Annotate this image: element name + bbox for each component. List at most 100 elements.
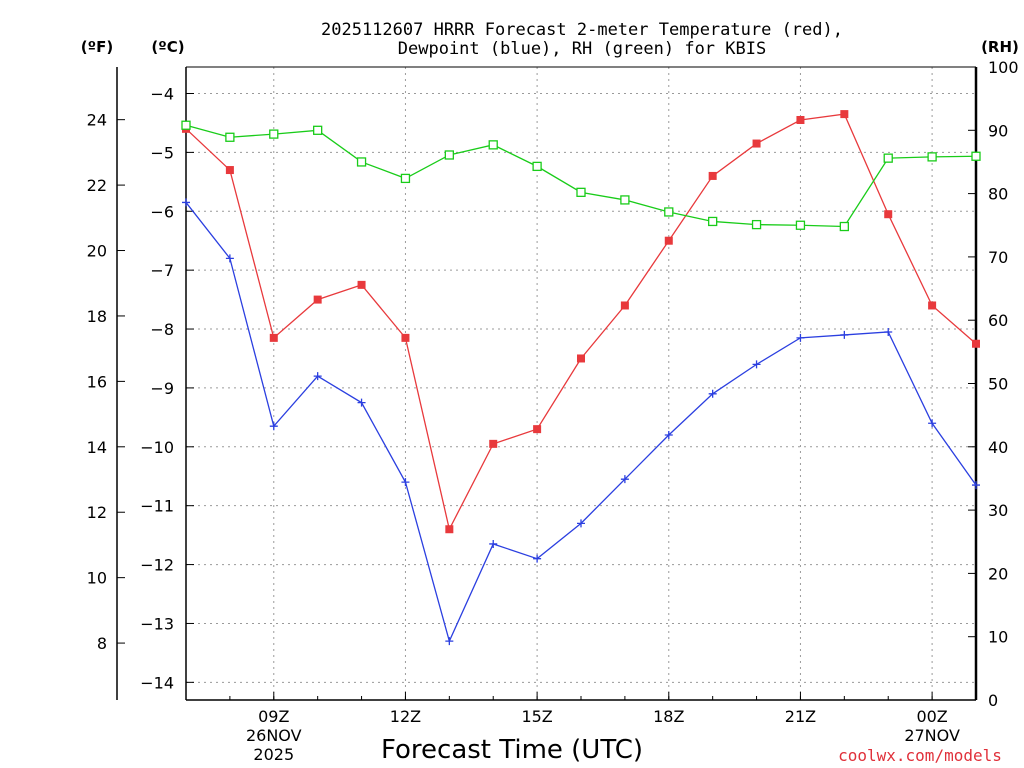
celsius-tick-label: −7 [150, 261, 174, 280]
dewpoint-point [708, 389, 717, 398]
fahrenheit-tick-label: 8 [97, 634, 107, 653]
celsius-tick-label: −10 [140, 438, 174, 457]
dewpoint-line [185, 202, 977, 644]
temperature-point [928, 301, 937, 310]
rh-tick-label: 80 [988, 185, 1008, 204]
fahrenheit-tick-label: 24 [87, 111, 107, 130]
dewpoint-point [664, 431, 673, 440]
dewpoint-point [182, 198, 190, 207]
rh-point [620, 195, 630, 205]
celsius-tick-label: −5 [150, 143, 174, 162]
x-tick-label: 09Z [258, 707, 289, 726]
rh-point [664, 207, 674, 217]
x-tick-label: 15Z [521, 707, 552, 726]
dewpoint-point [884, 327, 893, 336]
celsius-tick-label: −11 [140, 497, 174, 516]
dewpoint-point [533, 554, 542, 563]
rh-tick-label: 40 [988, 438, 1008, 457]
fahrenheit-tick-label: 14 [87, 438, 107, 457]
temperature-point [313, 295, 322, 304]
temperature-point [796, 115, 805, 124]
x-axis-label: Forecast Time (UTC) [381, 735, 643, 765]
rh-point [839, 221, 849, 232]
celsius-tick-label: −8 [150, 320, 174, 339]
dewpoint-point [752, 360, 761, 369]
temperature-point [269, 333, 278, 342]
rh-tick-label: 90 [988, 121, 1008, 140]
temperature-point [752, 139, 761, 148]
temperature-point [357, 280, 366, 289]
fahrenheit-tick-label: 18 [87, 307, 107, 326]
temperature-point [401, 333, 410, 342]
rh-point [971, 151, 981, 161]
rh-tick-label: 20 [988, 564, 1008, 583]
rh-tick-label: 30 [988, 501, 1008, 520]
rh-point [313, 125, 323, 135]
chart-title-line2: Dewpoint (blue), RH (green) for KBIS [398, 39, 766, 59]
temperature-point [884, 210, 893, 219]
temperature-point [225, 166, 234, 175]
dewpoint-point [357, 398, 366, 407]
rh-point [269, 129, 279, 139]
fahrenheit-tick-label: 10 [87, 569, 107, 588]
rh-tick-label: 100 [988, 58, 1019, 77]
x-tick-label: 21Z [785, 707, 816, 726]
grid-lines [186, 67, 976, 700]
dewpoint-point [401, 478, 410, 487]
temperature-point [972, 339, 980, 348]
dewpoint-point [796, 333, 805, 342]
dewpoint-point [225, 254, 234, 263]
celsius-tick-label: −6 [150, 202, 174, 221]
temperature-point [840, 110, 849, 119]
rh-point [181, 120, 191, 130]
dewpoint-point [928, 419, 937, 428]
fahrenheit-tick-label: 16 [87, 372, 107, 391]
rh-tick-label: 0 [988, 691, 998, 710]
axes [116, 66, 978, 701]
data-series [181, 110, 981, 646]
temperature-point [489, 439, 498, 448]
rh-tick-label: 70 [988, 248, 1008, 267]
dewpoint-point [489, 539, 498, 548]
temperature-point [620, 301, 629, 310]
rh-point [927, 152, 937, 162]
chart-title-line1: 2025112607 HRRR Forecast 2-meter Tempera… [321, 20, 843, 40]
dewpoint-point [577, 519, 585, 528]
celsius-tick-label: −12 [140, 556, 174, 575]
rh-point [356, 157, 367, 167]
x-tick-label: 18Z [653, 707, 684, 726]
fahrenheit-tick-label: 20 [87, 242, 107, 261]
x-tick-date: 26NOV [246, 726, 302, 745]
rh-point [444, 150, 454, 160]
fahrenheit-tick-label: 12 [87, 503, 107, 522]
dewpoint-point [620, 475, 629, 484]
rh-tick-label: 50 [988, 375, 1008, 394]
rh-line [185, 124, 977, 228]
celsius-unit-label: (ºC) [151, 38, 184, 56]
rh-tick-label: 60 [988, 311, 1008, 330]
temperature-point [664, 236, 673, 245]
x-tick-year: 2025 [253, 745, 294, 764]
credit-text: coolwx.com/models [838, 746, 1002, 765]
celsius-tick-label: −9 [150, 379, 174, 398]
rh-point [883, 153, 893, 163]
temperature-point [445, 525, 454, 534]
dewpoint-point [269, 422, 278, 431]
x-tick-date: 27NOV [904, 726, 960, 745]
dewpoint-point [840, 330, 849, 339]
temperature-point [708, 171, 717, 180]
temperature-line [185, 113, 977, 532]
rh-point [795, 220, 806, 230]
celsius-tick-label: −14 [140, 673, 174, 692]
rh-point [488, 140, 498, 150]
rh-point [708, 216, 718, 227]
x-tick-label: 00Z [916, 707, 947, 726]
temperature-point [577, 354, 585, 363]
rh-point [400, 173, 411, 184]
rh-unit-label: (RH) [981, 38, 1019, 56]
rh-point [576, 187, 586, 197]
fahrenheit-tick-label: 22 [87, 176, 107, 195]
dewpoint-point [972, 481, 980, 490]
x-tick-label: 12Z [390, 707, 421, 726]
